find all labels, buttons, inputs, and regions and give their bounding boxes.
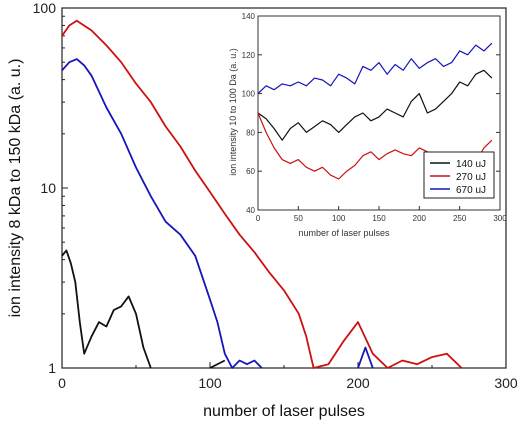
main-x-axis-title: number of laser pulses bbox=[203, 403, 365, 420]
inset-series-line-2 bbox=[257, 42, 493, 95]
inset-y-tick-label: 120 bbox=[242, 51, 256, 60]
inset-x-tick-label: 50 bbox=[294, 214, 303, 223]
inset-x-tick-label: 250 bbox=[453, 214, 467, 223]
main-x-tick-label: 200 bbox=[346, 375, 370, 391]
main-series-line-1 bbox=[61, 58, 374, 369]
inset-y-tick-label: 80 bbox=[246, 128, 255, 137]
legend-label-1: 270 uJ bbox=[456, 172, 486, 183]
inset-x-tick-label: 150 bbox=[372, 214, 386, 223]
main-x-tick-label: 300 bbox=[494, 375, 518, 391]
main-series-group bbox=[61, 19, 463, 369]
main-series-line-2 bbox=[61, 249, 226, 369]
legend-box bbox=[423, 151, 495, 199]
legend-label-2: 670 uJ bbox=[456, 185, 486, 196]
inset-y-axis-title: ion intensity 10 to 100 Da (a. u.) bbox=[228, 48, 238, 176]
legend-label-0: 140 uJ bbox=[456, 159, 486, 170]
inset-series-line-0 bbox=[257, 69, 493, 141]
main-x-tick-label: 100 bbox=[198, 375, 222, 391]
inset-y-tick-label: 40 bbox=[246, 206, 255, 215]
inset-y-tick-label: 60 bbox=[246, 167, 255, 176]
legend-items: 140 uJ 270 uJ 670 uJ bbox=[430, 159, 486, 196]
main-y-tick-label: 10 bbox=[40, 180, 56, 196]
main-series-line-0 bbox=[61, 19, 463, 369]
inset-x-tick-label: 0 bbox=[256, 214, 261, 223]
inset-axis-ticks: 0 50 100 150 200 250 300 40 60 80 100 120 140 bbox=[242, 12, 508, 223]
main-x-tick-label: 0 bbox=[58, 375, 66, 391]
inset-x-tick-label: 200 bbox=[413, 214, 427, 223]
inset-x-tick-label: 100 bbox=[332, 214, 346, 223]
main-y-axis-title: ion intensity 8 kDa to 150 kDa (a. u.) bbox=[7, 59, 24, 318]
inset-x-tick-label: 300 bbox=[493, 214, 507, 223]
inset-x-axis-title: number of laser pulses bbox=[298, 228, 390, 238]
main-axis-ticks: 0 100 200 300 1 10 100 bbox=[33, 0, 518, 391]
main-y-tick-label: 100 bbox=[33, 0, 57, 16]
main-y-tick-label: 1 bbox=[48, 360, 56, 376]
inset-y-tick-label: 140 bbox=[242, 12, 256, 21]
inset-y-tick-label: 100 bbox=[242, 90, 256, 99]
inset-legend: 140 uJ 270 uJ 670 uJ bbox=[423, 151, 495, 199]
